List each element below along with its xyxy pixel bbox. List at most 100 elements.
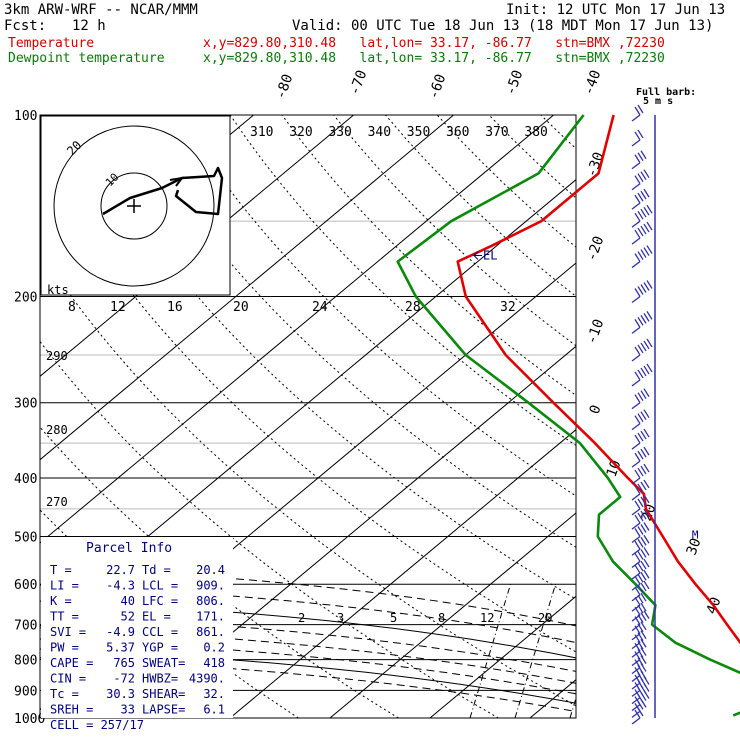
theta-label: 350 xyxy=(407,125,430,140)
wind-barb xyxy=(631,221,653,245)
parcel-field-label: YGP = xyxy=(142,641,178,655)
wind-barb xyxy=(631,446,650,468)
dry-adiabat-line xyxy=(281,115,576,396)
dry-adiabat-line xyxy=(488,115,576,199)
plot-border xyxy=(39,114,577,719)
moist-adiabat-label: 24 xyxy=(312,300,328,315)
isotherm-line xyxy=(40,115,354,377)
wind-barb xyxy=(631,558,650,580)
barb-units-label: 5 m s xyxy=(643,96,673,107)
moist-adiabat-line xyxy=(40,584,576,644)
moist-adiabat-line xyxy=(40,627,576,684)
dry-adiabat-line xyxy=(126,115,576,548)
pressure-label: 400 xyxy=(14,472,37,487)
isotherm-label: -40 xyxy=(581,68,605,97)
dewpoint-legend-info: x,y=829.80,310.48 lat,lon= 33.17, -86.77… xyxy=(203,51,665,66)
parcel-marker-label: M xyxy=(692,528,699,541)
moist-adiabat-label: 28 xyxy=(405,300,421,315)
level-marker-label: EL xyxy=(483,248,497,262)
temperature-legend-info: x,y=829.80,310.48 lat,lon= 33.17, -86.77… xyxy=(203,36,665,51)
parcel-cell-motion: CELL = 257/17 xyxy=(50,718,144,732)
wind-barb xyxy=(631,690,650,712)
isotherm-label: -20 xyxy=(584,234,608,263)
wind-barb xyxy=(631,647,647,667)
parcel-field-value: 909. xyxy=(196,579,225,593)
parcel-field-value: 33 xyxy=(121,703,135,717)
isotherm-line xyxy=(429,595,576,718)
wind-barb xyxy=(631,602,647,622)
parcel-field-value: 418 xyxy=(203,656,225,670)
theta-label: 320 xyxy=(289,125,312,140)
parcel-field-label: SVI = xyxy=(50,625,86,639)
wind-barb xyxy=(631,569,650,591)
pressure-label: 700 xyxy=(14,619,37,634)
isotherm-line xyxy=(40,115,454,461)
parcel-field-label: SHEAR= xyxy=(142,687,185,701)
isotherm-line xyxy=(229,429,576,718)
isotherm-line xyxy=(129,345,576,718)
wind-barb xyxy=(631,409,650,431)
isotherm-label: 0 xyxy=(587,403,605,416)
wind-barb xyxy=(631,547,650,568)
mixing-ratio-label: 5 xyxy=(390,611,397,625)
dry-adiabat-line xyxy=(696,115,740,718)
wind-barb xyxy=(631,630,647,650)
wind-barb xyxy=(631,188,650,210)
dry-adiabat-line xyxy=(333,115,576,347)
isotherm-line xyxy=(329,512,576,718)
pressure-label: 100 xyxy=(14,109,37,124)
parcel-field-value: 32. xyxy=(203,687,225,701)
wind-barb xyxy=(631,245,653,269)
isotherm-label: -10 xyxy=(584,317,608,346)
theta-label: 370 xyxy=(485,125,508,140)
parcel-field-value: 6.1 xyxy=(203,703,225,717)
parcel-field-label: CAPE = xyxy=(50,656,93,670)
theta-label: 380 xyxy=(524,125,547,140)
barb-scale-label: Full barb: xyxy=(636,87,696,98)
hodograph-ring-20 xyxy=(53,125,215,287)
dry-adiabat-line xyxy=(40,249,576,707)
isotherm-label: -60 xyxy=(426,72,450,101)
mixing-ratio-line xyxy=(514,584,557,718)
parcel-field-value: 806. xyxy=(196,594,225,608)
pressure-label: 200 xyxy=(14,291,37,306)
wind-barb xyxy=(631,683,650,705)
isotherm-line xyxy=(730,115,740,718)
theta-label: 360 xyxy=(446,125,469,140)
wind-barb xyxy=(631,388,650,410)
parcel-field-value: -4.3 xyxy=(106,579,135,593)
parcel-field-value: 4390. xyxy=(189,672,225,686)
parcel-field-value: -4.9 xyxy=(106,625,135,639)
parcel-field-value: 40 xyxy=(121,594,135,608)
parcel-field-value: 52 xyxy=(121,610,135,624)
parcel-field-label: Tc = xyxy=(50,687,79,701)
pressure-label: 900 xyxy=(14,684,37,699)
parcel-field-value: 30.3 xyxy=(106,687,135,701)
wind-barb xyxy=(631,204,653,228)
parcel-field-label: SWEAT= xyxy=(142,656,185,670)
parcel-field-label: SREH = xyxy=(50,703,93,717)
wind-barb xyxy=(631,428,650,450)
parcel-field-label: K = xyxy=(50,594,72,608)
dry-adiabat-line xyxy=(40,509,299,718)
theta-label: 340 xyxy=(368,125,391,140)
wind-barb xyxy=(631,621,647,641)
dry-adiabat-line xyxy=(40,340,499,718)
dry-adiabat-line xyxy=(229,115,576,447)
isotherm-label: 10 xyxy=(604,458,625,479)
dry-adiabat-label: 280 xyxy=(46,423,68,437)
parcel-field-label: LFC = xyxy=(142,594,178,608)
wind-barb xyxy=(631,508,650,530)
wind-barb xyxy=(631,363,653,387)
hodograph-storm-motion-icon xyxy=(127,199,141,213)
wind-barb xyxy=(631,676,650,697)
wind-barb xyxy=(631,592,647,612)
pressure-label: 600 xyxy=(14,578,37,593)
parcel-field-label: LCL = xyxy=(142,579,178,593)
wind-barb xyxy=(631,311,653,334)
mixing-ratio-label: 3 xyxy=(337,611,344,625)
hodograph-speed-label: kts xyxy=(47,283,69,297)
parcel-field-value: 22.7 xyxy=(106,563,135,577)
dry-adiabat-label: 270 xyxy=(46,495,68,509)
